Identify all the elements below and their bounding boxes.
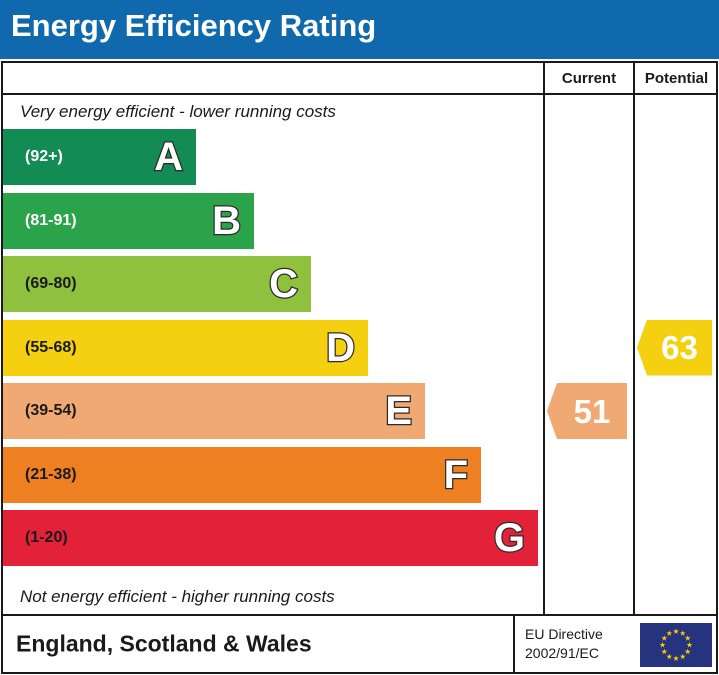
band-letter-f: F <box>442 452 469 497</box>
band-b: (81-91) B <box>3 192 254 249</box>
rating-marker-current: 51 <box>547 383 627 439</box>
eu-flag-star <box>661 648 668 655</box>
rating-value-current: 51 <box>573 392 611 430</box>
eu-flag-star <box>679 653 686 660</box>
band-range-c: (69-80) <box>25 275 77 292</box>
eu-directive-label: EU Directive 2002/91/EC <box>525 625 603 663</box>
chart-frame: Current Potential Very energy efficient … <box>1 61 718 674</box>
band-letter-g: G <box>493 516 527 560</box>
band-letter-d: D <box>325 325 356 370</box>
column-header-potential: Potential <box>633 63 718 93</box>
eu-directive-line1: EU Directive <box>525 626 603 642</box>
footer: England, Scotland & Wales EU Directive 2… <box>3 616 716 672</box>
caption-inefficient: Not energy efficient - higher running co… <box>20 587 335 606</box>
band-f: (21-38) F <box>3 446 481 503</box>
band-letter-a: A <box>153 135 184 179</box>
page-title: Energy Efficiency Rating <box>11 8 377 43</box>
band-g: (1-20) G <box>3 510 538 566</box>
column-header-row: Current Potential <box>3 63 716 95</box>
band-letter-c: C <box>268 262 299 306</box>
band-range-a: (92+) <box>25 148 63 165</box>
eu-flag-icon <box>640 623 712 667</box>
band-range-b: (81-91) <box>25 211 77 229</box>
eu-flag-star <box>684 648 691 655</box>
eu-flag-star <box>686 641 693 648</box>
band-letter-e: E <box>384 389 413 433</box>
eu-flag-star <box>673 628 679 635</box>
rating-marker-potential: 63 <box>637 319 712 376</box>
title-bar: Energy Efficiency Rating <box>0 0 719 59</box>
eu-flag-star <box>684 635 691 641</box>
eu-flag-star <box>661 635 668 641</box>
eu-flag-star <box>666 653 673 660</box>
column-divider-potential <box>633 95 635 614</box>
rating-value-potential: 63 <box>661 329 698 366</box>
band-range-g: (1-20) <box>25 529 68 546</box>
band-list: (92+) A (81-91) B (69-80) C (55-68) D (39-54) E (2… <box>3 129 543 581</box>
eu-flag-star <box>666 630 673 636</box>
region-label: England, Scotland & Wales <box>16 630 312 657</box>
band-e: (39-54) E <box>3 383 425 439</box>
eu-flag-star <box>673 655 679 662</box>
band-letter-b: B <box>211 198 242 243</box>
band-c: (69-80) C <box>3 256 311 312</box>
caption-efficient: Very energy efficient - lower running co… <box>20 102 336 121</box>
band-range-d: (55-68) <box>25 338 77 356</box>
band-range-e: (39-54) <box>25 402 77 419</box>
footer-divider-horizontal <box>3 614 716 616</box>
band-a: (92+) A <box>3 129 196 185</box>
column-header-current: Current <box>543 63 633 93</box>
band-range-f: (21-38) <box>25 465 77 483</box>
eu-directive-line2: 2002/91/EC <box>525 644 599 661</box>
band-d: (55-68) D <box>3 319 368 376</box>
column-divider-current <box>543 95 545 614</box>
footer-divider-vertical <box>513 616 515 672</box>
eu-flag-star <box>679 630 686 636</box>
eu-flag-star <box>659 641 666 648</box>
